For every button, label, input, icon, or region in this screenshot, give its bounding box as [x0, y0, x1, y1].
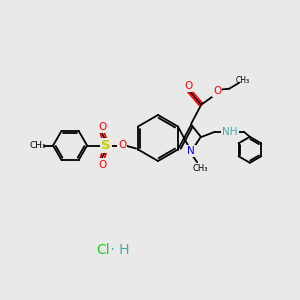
- Text: O: O: [98, 160, 106, 170]
- Text: CH₃: CH₃: [193, 164, 208, 173]
- Text: O: O: [184, 81, 192, 91]
- Text: O: O: [213, 86, 221, 96]
- Text: O: O: [98, 122, 106, 131]
- Text: CH₃: CH₃: [235, 76, 249, 85]
- Text: O: O: [118, 140, 126, 151]
- Text: NH: NH: [222, 127, 238, 137]
- Text: · H: · H: [106, 243, 130, 257]
- Text: S: S: [101, 139, 111, 152]
- Text: CH₃: CH₃: [30, 141, 46, 150]
- Text: Cl: Cl: [96, 243, 110, 257]
- Text: N: N: [187, 146, 195, 156]
